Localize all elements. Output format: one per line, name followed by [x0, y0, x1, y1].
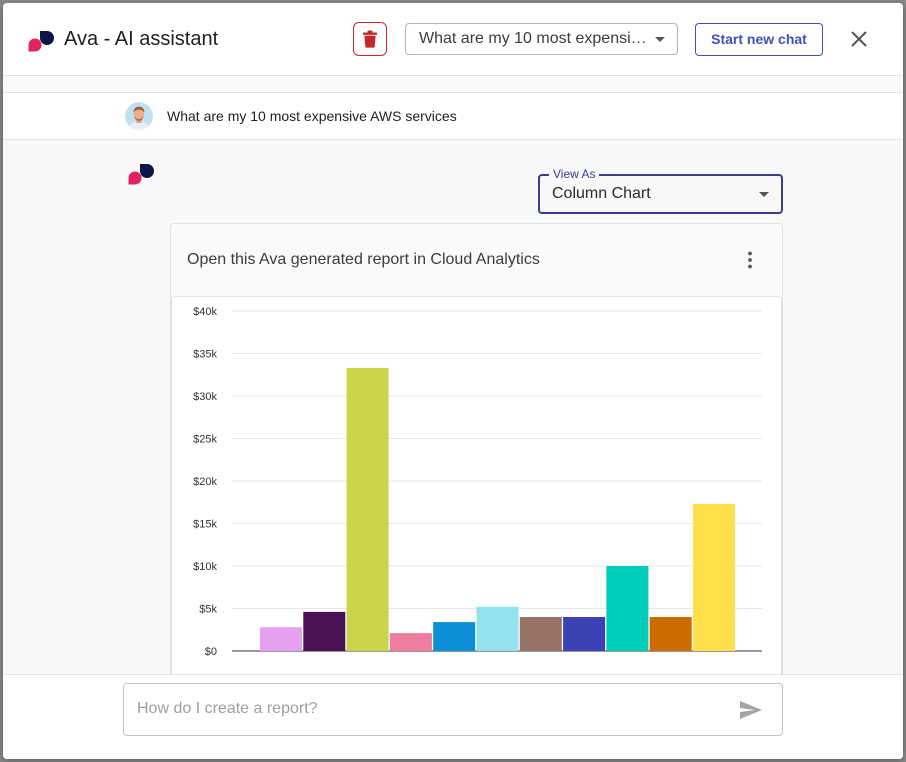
- y-tick-label: $35k: [193, 349, 217, 361]
- y-tick-label: $10k: [193, 561, 217, 573]
- chart-bar[interactable]: [433, 622, 476, 651]
- view-as-label: View As: [549, 167, 600, 181]
- ava-logo-icon: [128, 164, 154, 185]
- y-tick-label: $5k: [199, 604, 217, 616]
- chart-bar[interactable]: [476, 606, 519, 651]
- chart-bar[interactable]: [260, 627, 302, 651]
- close-icon[interactable]: [847, 27, 871, 51]
- user-message-row: What are my 10 most expensive AWS servic…: [3, 93, 903, 140]
- dialog-title: Ava - AI assistant: [64, 28, 219, 50]
- chat-history-select[interactable]: What are my 10 most expensive AWS servic…: [405, 23, 678, 55]
- y-tick-label: $15k: [193, 519, 217, 531]
- start-new-chat-button[interactable]: Start new chat: [695, 23, 823, 56]
- dialog-footer: [3, 675, 903, 759]
- dialog-header: Ava - AI assistant What are my 10 most e…: [3, 3, 903, 75]
- header-divider: [3, 75, 903, 76]
- ava-logo-icon: [28, 31, 54, 52]
- y-tick-label: $0: [205, 646, 217, 658]
- y-tick-label: $20k: [193, 476, 217, 488]
- send-icon[interactable]: [738, 698, 764, 722]
- footer-divider: [3, 674, 903, 675]
- chart-bar[interactable]: [519, 617, 562, 651]
- user-message-text: What are my 10 most expensive AWS servic…: [167, 108, 457, 124]
- chevron-down-icon: [655, 37, 665, 42]
- header-strip: [3, 76, 903, 93]
- ava-dialog: Ava - AI assistant What are my 10 most e…: [3, 3, 903, 759]
- prompt-box: [123, 683, 783, 736]
- view-as-value: Column Chart: [552, 185, 651, 202]
- y-tick-label: $25k: [193, 434, 217, 446]
- avatar: [125, 102, 153, 130]
- chart-bar[interactable]: [346, 367, 389, 651]
- chart-bar[interactable]: [649, 617, 692, 651]
- chart-bar[interactable]: [303, 611, 346, 651]
- chevron-down-icon: [759, 192, 769, 197]
- y-tick-label: $30k: [193, 391, 217, 403]
- more-vert-icon[interactable]: [741, 250, 759, 270]
- chart-bar[interactable]: [563, 617, 606, 651]
- y-tick-label: $40k: [193, 306, 217, 318]
- trash-icon: [363, 30, 377, 48]
- chart-bar[interactable]: [389, 633, 432, 651]
- chart-canvas: $0 $5k $10k $15k $20k $25k $30k $35k $40k: [193, 306, 762, 658]
- open-report-link[interactable]: Open this Ava generated report in Cloud …: [187, 251, 540, 268]
- delete-chat-button[interactable]: [353, 22, 387, 56]
- chart-bar[interactable]: [693, 503, 735, 651]
- column-chart: $0 $5k $10k $15k $20k $25k $30k $35k $40k: [171, 296, 782, 674]
- view-as-select[interactable]: View As Column Chart: [538, 167, 783, 214]
- prompt-input[interactable]: [137, 698, 717, 720]
- report-card: Open this Ava generated report in Cloud …: [170, 223, 783, 674]
- chat-history-select-value: What are my 10 most expensive AWS servic…: [419, 30, 677, 47]
- chart-bar[interactable]: [606, 566, 649, 651]
- assistant-response: View As Column Chart Open this Ava gener…: [3, 140, 903, 674]
